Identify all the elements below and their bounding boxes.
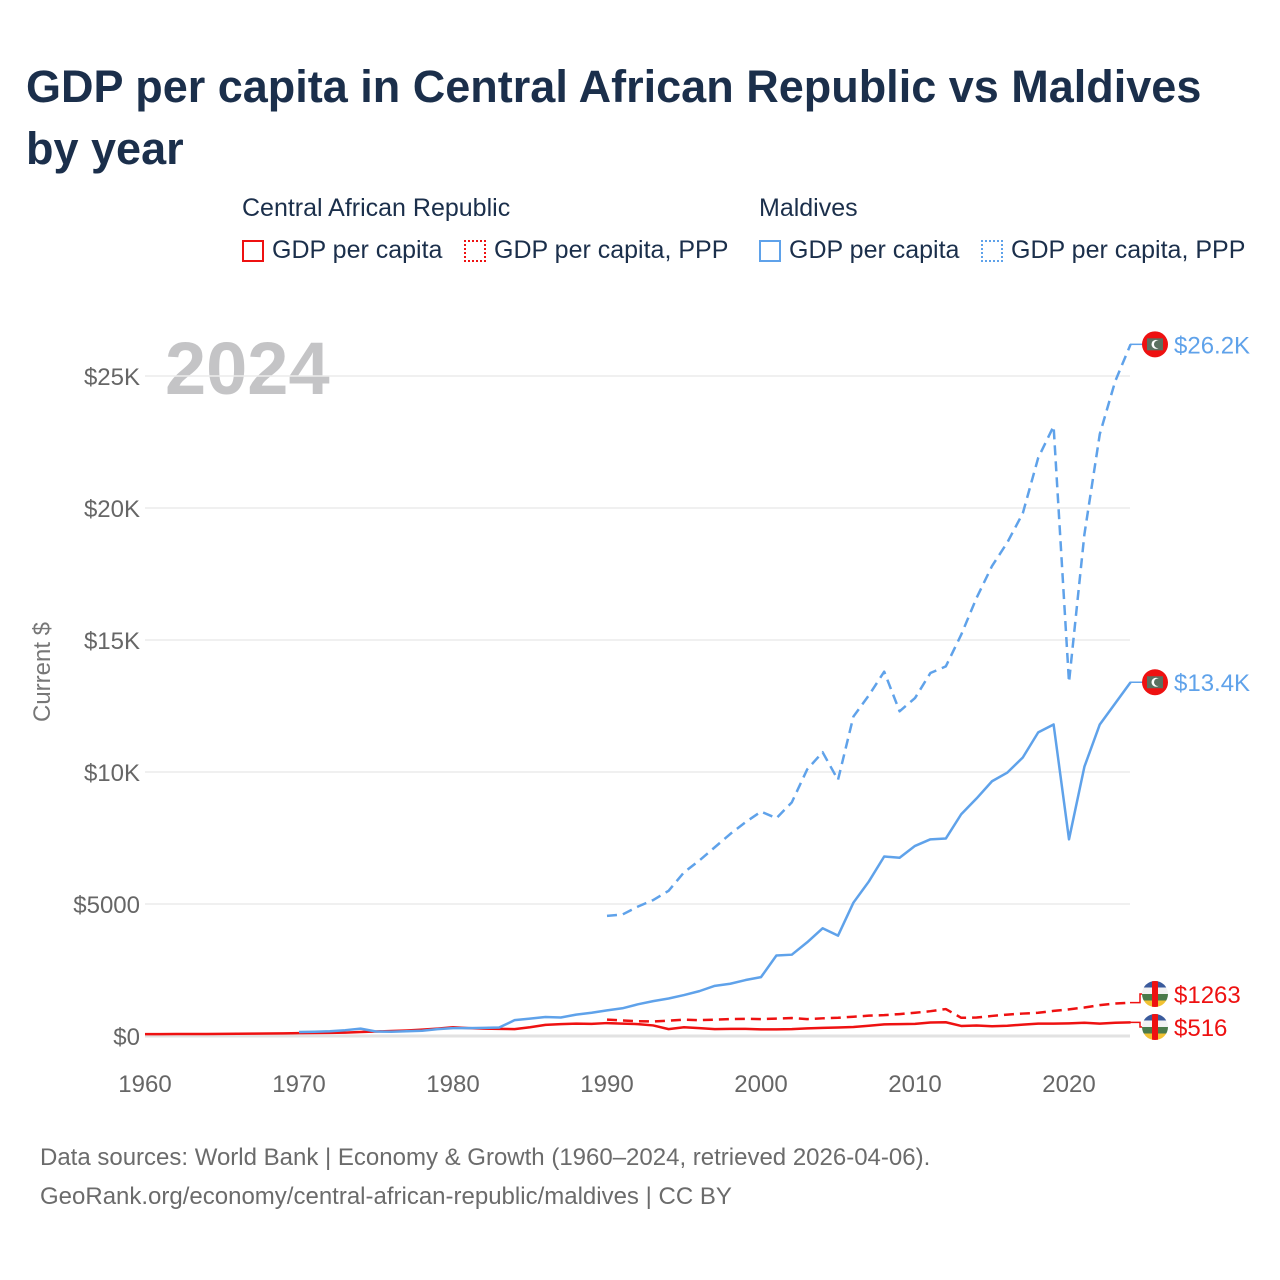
- end-value-label: $1263: [1174, 982, 1241, 1009]
- legend-label: GDP per capita: [789, 236, 960, 264]
- legend-item-mdv-ppp[interactable]: GDP per capita, PPP: [981, 236, 1245, 265]
- y-axis-label: Current $: [29, 622, 56, 722]
- legend-item-car-gdp[interactable]: GDP per capita: [242, 236, 442, 265]
- y-tick-label: $20K: [84, 496, 140, 523]
- x-tick-label: 1960: [118, 1071, 171, 1098]
- legend-label: GDP per capita: [272, 236, 443, 264]
- end-value-label: $516: [1174, 1015, 1227, 1042]
- y-tick-label: $5000: [73, 892, 140, 919]
- legend-label: GDP per capita, PPP: [494, 236, 729, 264]
- series-line: [606, 343, 1132, 918]
- flag-stripe: [1152, 1014, 1158, 1040]
- x-tick-label: 2000: [734, 1071, 787, 1098]
- end-value-label: $26.2K: [1174, 332, 1250, 359]
- y-tick-label: $25K: [84, 364, 140, 391]
- series-line: [144, 1021, 1131, 1036]
- legend-swatch-solid: [759, 239, 781, 262]
- x-tick-label: 2020: [1042, 1071, 1095, 1098]
- flag-stripe: [1152, 981, 1158, 1007]
- car-flag-icon: [1142, 1014, 1168, 1040]
- series-line: [298, 681, 1132, 1034]
- legend-item-mdv-gdp[interactable]: GDP per capita: [759, 236, 959, 265]
- legend-group-mdv: Maldives: [759, 194, 858, 222]
- x-tick-label: 1980: [426, 1071, 479, 1098]
- maldives-flag-icon: [1142, 331, 1168, 358]
- x-tick-label: 1990: [580, 1071, 633, 1098]
- series-line: [606, 1001, 1131, 1023]
- legend-swatch-dotted: [981, 239, 1003, 262]
- source-link[interactable]: GeoRank.org/economy/central-african-repu…: [40, 1183, 732, 1210]
- y-tick-label: $0: [113, 1024, 140, 1051]
- car-flag-icon: [1142, 981, 1168, 1007]
- crescent-cut: [1154, 678, 1162, 687]
- legend-group-car: Central African Republic: [242, 194, 511, 222]
- y-tick-label: $10K: [84, 760, 140, 787]
- x-tick-label: 2010: [888, 1071, 941, 1098]
- year-overlay: 2024: [165, 327, 330, 410]
- crescent-cut: [1154, 340, 1162, 349]
- y-tick-label: $15K: [84, 628, 140, 655]
- chart-title: GDP per capita in Central African Republ…: [26, 61, 1202, 174]
- end-value-label: $13.4K: [1174, 670, 1250, 697]
- data-source-note: Data sources: World Bank | Economy & Gro…: [40, 1144, 931, 1171]
- legend-swatch-dotted: [464, 239, 486, 262]
- footer: Data sources: World Bank | Economy & Gro…: [40, 1138, 930, 1216]
- maldives-flag-icon: [1142, 669, 1168, 696]
- legend-item-car-ppp[interactable]: GDP per capita, PPP: [464, 236, 728, 265]
- x-tick-label: 1970: [272, 1071, 325, 1098]
- legend-swatch-solid: [242, 239, 264, 262]
- legend-label: GDP per capita, PPP: [1011, 236, 1246, 264]
